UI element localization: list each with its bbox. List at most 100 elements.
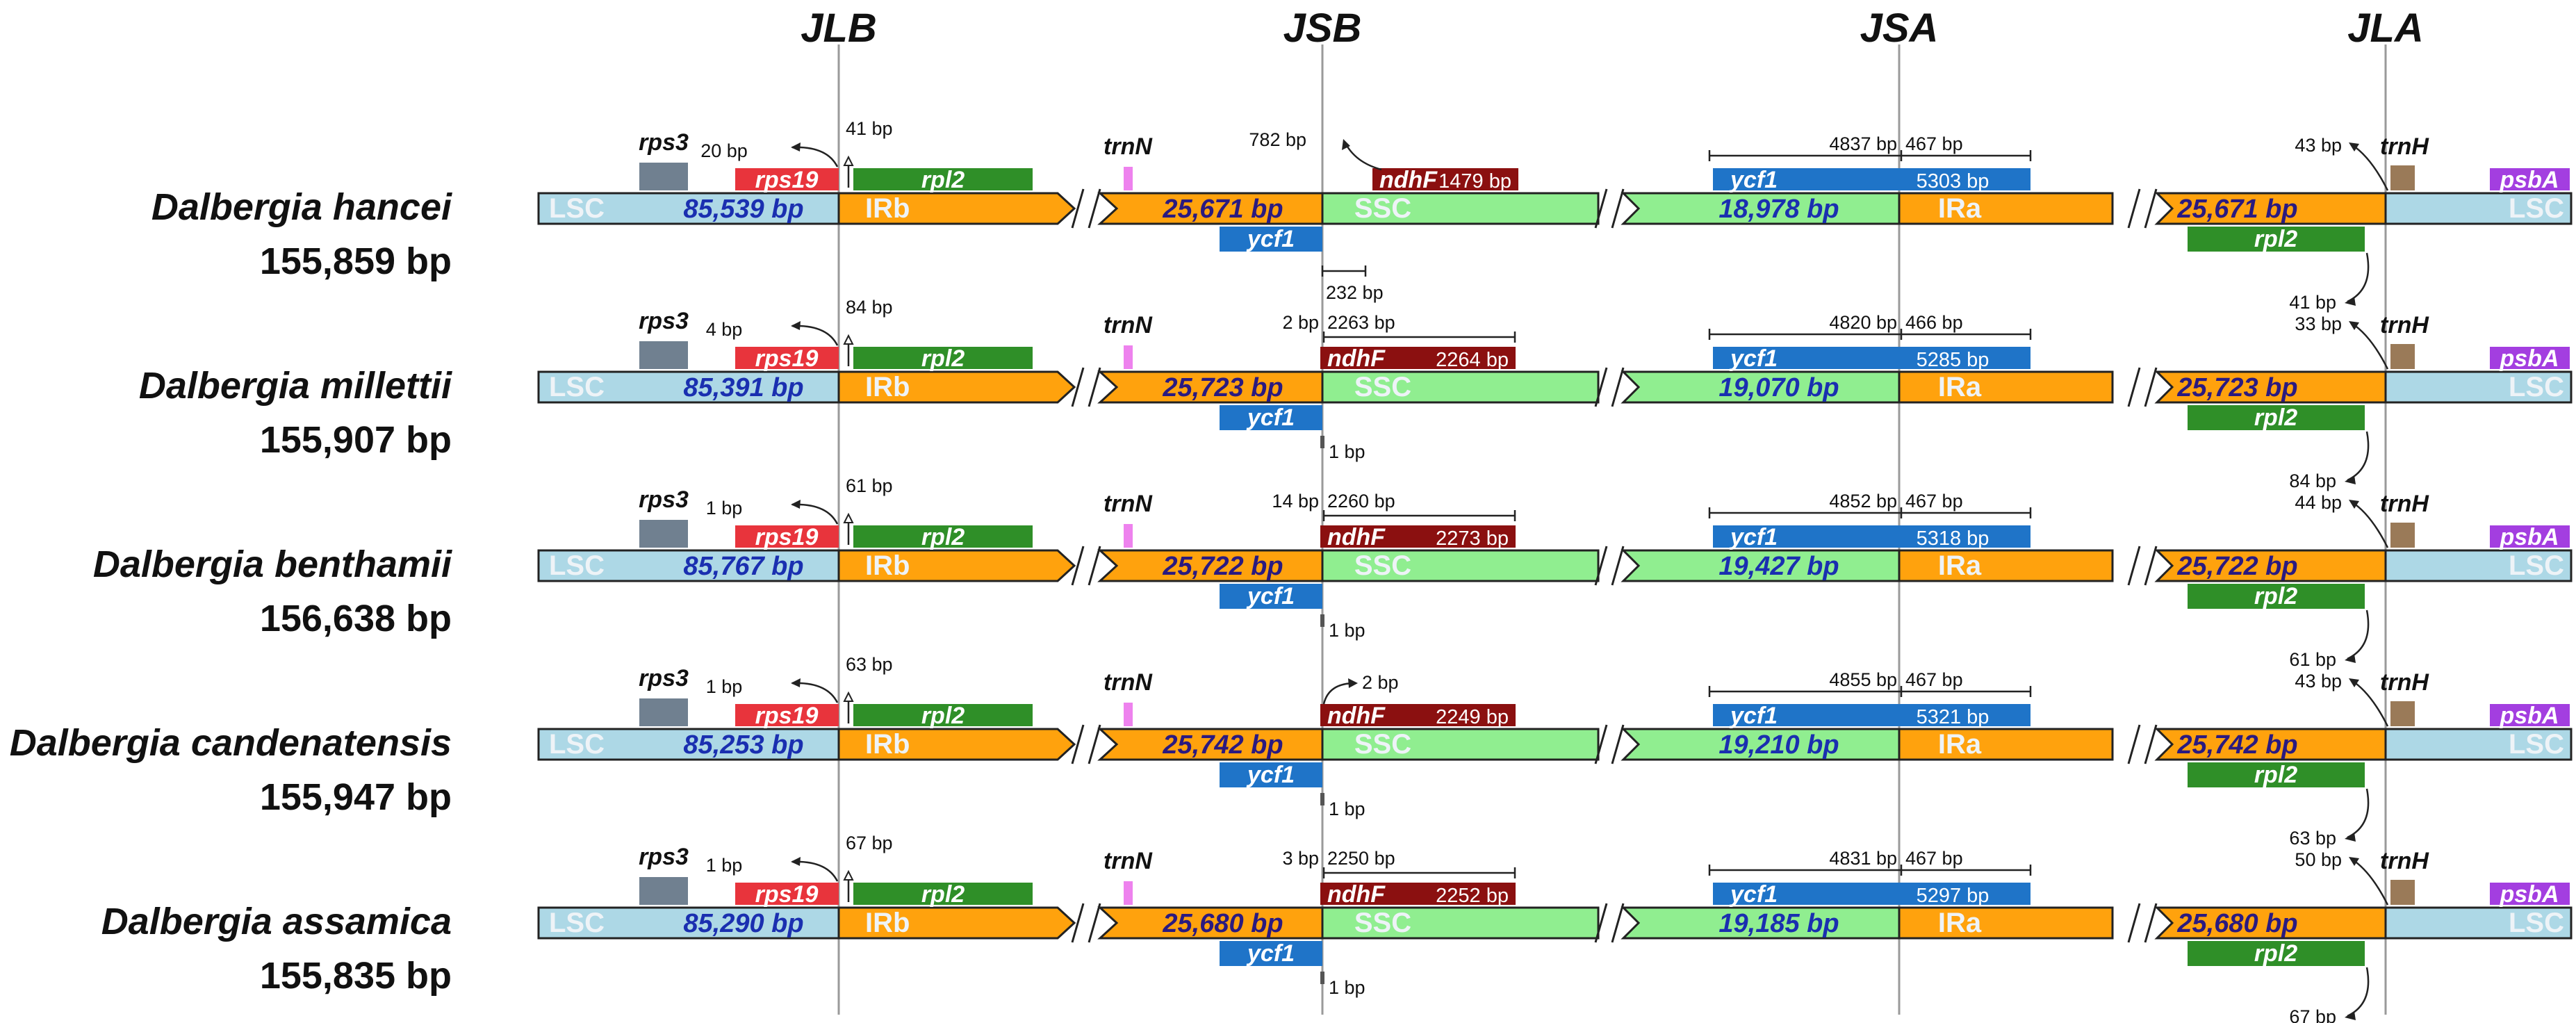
jsb-bottom-distance: 232 bp <box>1326 282 1384 303</box>
ndhF-length: 2264 bp <box>1436 349 1509 371</box>
ssc-segment <box>1321 728 1600 761</box>
rpl2-ira-label: rpl2 <box>2254 404 2297 431</box>
ira-label: IRa <box>1938 908 1982 938</box>
ira-segment <box>1898 192 2114 225</box>
ssc-length: 19,427 bp <box>1718 552 1839 581</box>
ycf1-gene <box>1713 525 2031 548</box>
trnN-label: trnN <box>1104 312 1153 338</box>
ssc-length: 19,070 bp <box>1718 373 1839 402</box>
rps3-label: rps3 <box>639 844 689 870</box>
ira-length: 25,723 bp <box>2176 373 2297 402</box>
trnH-label: trnH <box>2380 848 2429 874</box>
lsc-segment <box>537 906 840 940</box>
rps19-label: rps19 <box>755 881 819 908</box>
psbA-label: psbA <box>2500 703 2559 729</box>
jlb-left-distance: 1 bp <box>706 855 743 876</box>
ssc-segment <box>1321 906 1600 940</box>
ycf1-fragment-gene <box>1220 762 1322 787</box>
trnN-label: trnN <box>1104 491 1153 517</box>
rpl2-label: rpl2 <box>921 167 965 193</box>
junction-label-jsa: JSA <box>1860 6 1939 51</box>
species-name: Dalbergia candenatensis <box>10 722 452 764</box>
break-mark <box>1594 546 1608 586</box>
species-row: Dalbergia assamica 155,835 bp LSC 85,290 bp… <box>101 833 2573 1023</box>
genome-size: 155,947 bp <box>260 776 452 818</box>
psbA-gene <box>2490 704 2570 726</box>
ycf1-fragment-gene <box>1220 405 1322 430</box>
ycf1-fragment-gene <box>1220 584 1322 609</box>
rpl2-ira-gene <box>2188 762 2365 787</box>
trnH-gene <box>2390 523 2415 548</box>
species-name: Dalbergia hancei <box>151 186 452 228</box>
lsc-length: 85,253 bp <box>683 730 803 760</box>
break-mark <box>2127 546 2141 586</box>
ira-arrow-notch <box>2117 735 2129 754</box>
ssc-label: SSC <box>1354 729 1411 760</box>
break-mark <box>1611 367 1625 407</box>
lsc-label: LSC <box>549 908 605 938</box>
ndhF-gene <box>1320 347 1516 369</box>
jsb-arrow-head <box>1342 139 1350 150</box>
ycf1-label: ycf1 <box>1729 345 1778 372</box>
jsa-right-distance: 467 bp <box>1905 491 1963 512</box>
ira-end-segment <box>2154 728 2387 761</box>
rpl2-ira-gene <box>2188 584 2365 609</box>
rps3-label: rps3 <box>639 665 689 691</box>
jsa-left-distance: 4831 bp <box>1829 848 1897 869</box>
trnN-gene <box>1124 345 1133 369</box>
jla-bottom-arrow-head <box>2345 297 2356 306</box>
lsc-length: 85,539 bp <box>683 195 803 224</box>
jlb-left-distance: 1 bp <box>706 498 743 518</box>
genome-size: 156,638 bp <box>260 598 452 639</box>
jsb-top-right-distance: 2260 bp <box>1327 491 1395 512</box>
lsc-segment <box>537 370 840 404</box>
jlb-left-distance: 4 bp <box>706 319 743 340</box>
rps3-gene <box>639 520 688 548</box>
jsa-right-distance: 467 bp <box>1905 848 1963 869</box>
break-mark <box>1611 724 1625 764</box>
jsb-bottom-tick <box>1320 614 1324 627</box>
genome-size: 155,859 bp <box>260 240 452 282</box>
jlb-up-arrow-head <box>843 512 854 523</box>
break-mark <box>2144 903 2158 943</box>
rpl2-gene <box>853 525 1033 548</box>
jlb-arrow-head <box>791 678 801 687</box>
jlb-up-arrow-head <box>843 155 854 166</box>
jla-bottom-curve-arrow <box>2347 788 2370 839</box>
trnN-gene <box>1124 167 1133 190</box>
ssc-length: 19,185 bp <box>1718 909 1839 938</box>
irb-segment <box>837 370 1076 404</box>
psbA-gene <box>2490 168 2570 190</box>
ycf1-gene <box>1713 168 2031 190</box>
ssc-length: 18,978 bp <box>1718 195 1839 224</box>
break-mark <box>1611 188 1625 229</box>
break-mark <box>1594 367 1608 407</box>
break-mark <box>1071 188 1085 229</box>
trnH-label: trnH <box>2380 669 2429 696</box>
ndhF-gene <box>1320 525 1516 548</box>
irb-label: IRb <box>865 372 910 402</box>
junction-label-jla: JLA <box>2347 6 2424 51</box>
rps19-gene <box>735 883 839 905</box>
irb-length: 25,680 bp <box>1162 909 1283 938</box>
jla-bottom-curve-arrow <box>2347 431 2370 482</box>
ira-end-segment <box>2154 192 2387 225</box>
ira-end-segment <box>2154 906 2387 940</box>
break-mark <box>1611 903 1625 943</box>
ira-arrow-notch <box>2117 377 2129 397</box>
jla-top-distance: 33 bp <box>2295 313 2342 334</box>
ira-segment <box>1898 370 2114 404</box>
rps19-gene <box>735 168 839 190</box>
jsa-left-distance: 4837 bp <box>1829 133 1897 154</box>
irb-segment <box>837 192 1076 225</box>
ndhF-label: ndhF <box>1327 703 1386 729</box>
irb-end-segment <box>1097 728 1324 761</box>
lsc-end-label: LSC <box>2509 550 2564 581</box>
jsb-bottom-tick <box>1320 972 1324 984</box>
break-mark <box>1071 903 1085 943</box>
rps19-label: rps19 <box>755 167 819 193</box>
trnN-gene <box>1124 524 1133 548</box>
break-mark <box>1071 546 1085 586</box>
rps3-label: rps3 <box>639 129 689 156</box>
ssc-end-segment <box>1621 549 1901 582</box>
